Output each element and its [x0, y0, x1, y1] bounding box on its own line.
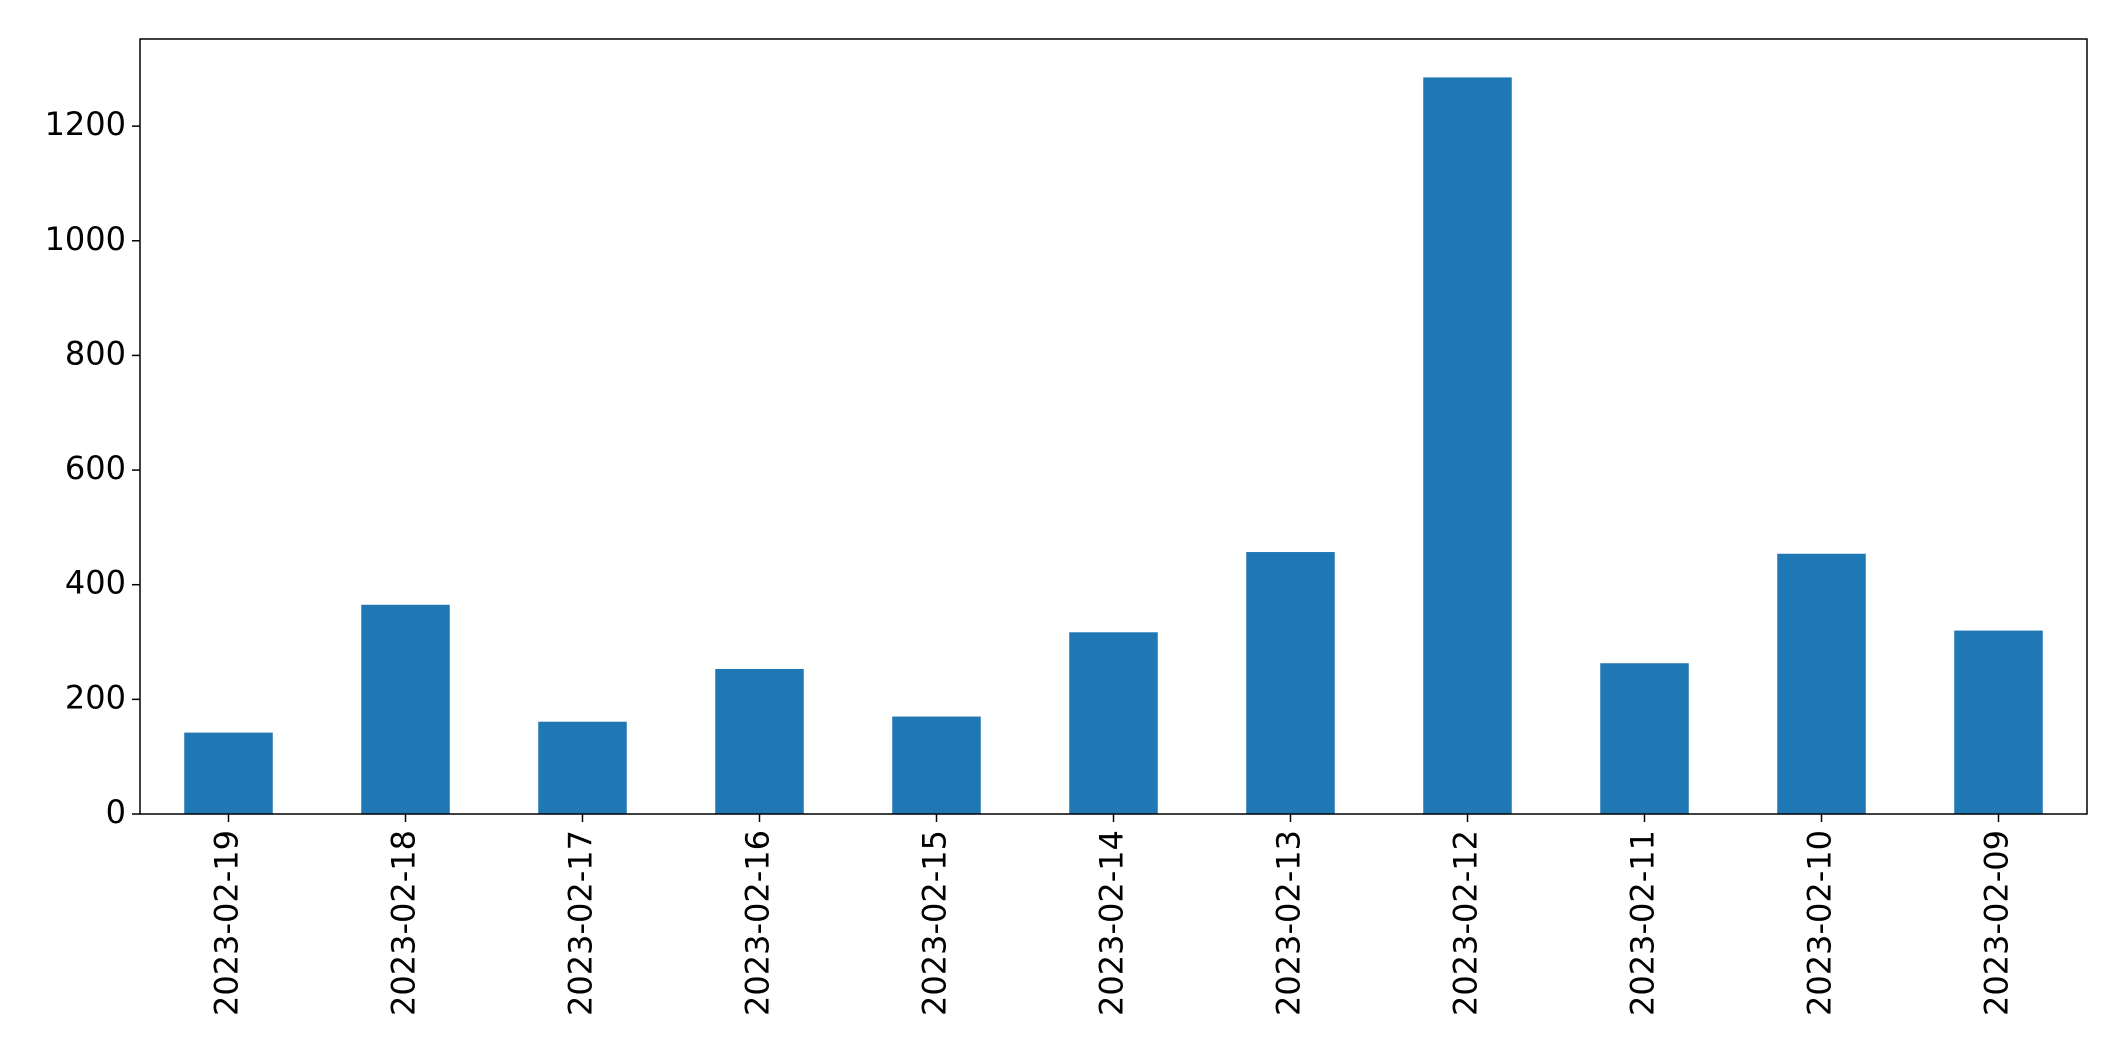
bar	[1954, 630, 2043, 814]
x-tick-label: 2023-02-10	[1801, 830, 1839, 1016]
bar	[1600, 663, 1689, 814]
x-tick-label: 2023-02-12	[1447, 830, 1485, 1016]
y-tick-label: 600	[65, 449, 126, 487]
x-tick-label: 2023-02-15	[916, 830, 954, 1016]
x-tick-label: 2023-02-09	[1978, 830, 2016, 1016]
plot-frame	[139, 38, 2088, 815]
x-tick-label: 2023-02-16	[739, 830, 777, 1016]
bar	[184, 732, 273, 814]
bar	[538, 721, 627, 814]
x-tick-label: 2023-02-14	[1093, 830, 1131, 1016]
x-tick-label: 2023-02-17	[562, 830, 600, 1016]
y-tick-label: 1200	[45, 105, 126, 143]
x-tick-label: 2023-02-13	[1270, 830, 1308, 1016]
bar	[715, 668, 804, 814]
y-tick-label: 200	[65, 678, 126, 716]
x-tick-label: 2023-02-18	[385, 830, 423, 1016]
x-tick-label: 2023-02-11	[1624, 830, 1662, 1016]
bar	[1423, 77, 1512, 814]
bar	[1777, 553, 1866, 814]
y-tick-label: 400	[65, 564, 126, 602]
y-tick-label: 1000	[45, 220, 126, 258]
bar	[1246, 552, 1335, 814]
bar	[1069, 632, 1158, 814]
x-tick-label: 2023-02-19	[208, 830, 246, 1016]
bar	[892, 716, 981, 814]
y-tick-label: 800	[65, 334, 126, 372]
y-tick-label: 0	[106, 793, 126, 831]
bar	[361, 604, 450, 814]
